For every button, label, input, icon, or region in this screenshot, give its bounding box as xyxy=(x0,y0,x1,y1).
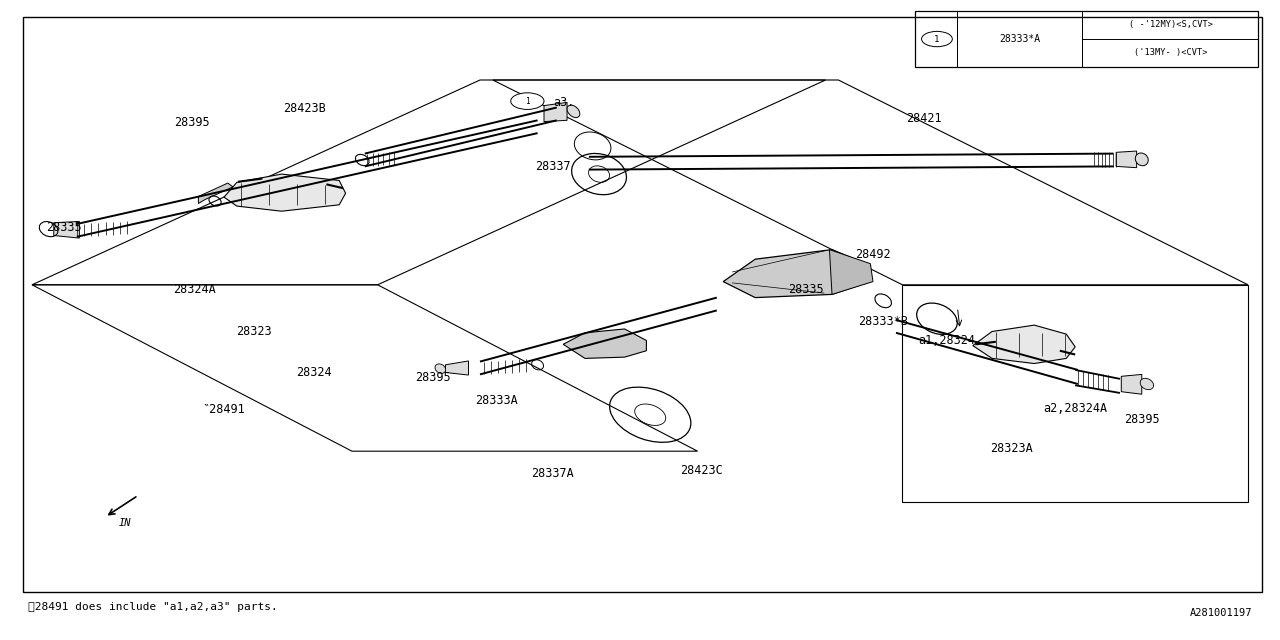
Text: 28335: 28335 xyxy=(788,283,824,296)
Circle shape xyxy=(922,31,952,47)
Text: 28323A: 28323A xyxy=(989,442,1033,454)
Text: a2,28324A: a2,28324A xyxy=(1043,402,1107,415)
Text: 28324A: 28324A xyxy=(173,283,216,296)
Ellipse shape xyxy=(435,364,445,373)
Text: ('13MY- )<CVT>: ('13MY- )<CVT> xyxy=(1134,48,1208,57)
Text: IN: IN xyxy=(119,518,132,528)
Text: 28421: 28421 xyxy=(906,112,942,125)
Bar xyxy=(915,11,1258,67)
Text: 1: 1 xyxy=(525,97,530,106)
Text: 28324: 28324 xyxy=(296,366,332,379)
Text: 28323: 28323 xyxy=(236,325,271,338)
Polygon shape xyxy=(563,329,646,358)
Text: 28333*B: 28333*B xyxy=(859,315,908,328)
Polygon shape xyxy=(1121,374,1142,394)
Polygon shape xyxy=(829,250,873,294)
Polygon shape xyxy=(973,325,1075,364)
Text: a3.: a3. xyxy=(553,96,575,109)
Text: ( -'12MY)<S,CVT>: ( -'12MY)<S,CVT> xyxy=(1129,20,1213,29)
Text: 1: 1 xyxy=(934,35,940,44)
Text: 28333*A: 28333*A xyxy=(1000,34,1041,44)
Polygon shape xyxy=(445,361,468,375)
Text: 28337A: 28337A xyxy=(531,467,575,480)
Text: 28395: 28395 xyxy=(1124,413,1160,426)
Polygon shape xyxy=(544,102,567,122)
Text: 28335: 28335 xyxy=(46,221,82,234)
Text: 28492: 28492 xyxy=(855,248,891,261)
Ellipse shape xyxy=(1140,378,1153,390)
Text: 28395: 28395 xyxy=(415,371,451,384)
Polygon shape xyxy=(54,221,79,238)
Polygon shape xyxy=(198,183,233,204)
Polygon shape xyxy=(224,174,346,211)
Text: ‶28491: ‶28491 xyxy=(202,403,246,416)
Text: a1,28324: a1,28324 xyxy=(919,334,975,347)
Text: 28395: 28395 xyxy=(174,116,210,129)
Circle shape xyxy=(511,93,544,109)
Bar xyxy=(23,17,1262,592)
Text: ※28491 does include "a1,a2,a3" parts.: ※28491 does include "a1,a2,a3" parts. xyxy=(28,602,278,612)
Text: 28333A: 28333A xyxy=(475,394,518,406)
Text: 28423B: 28423B xyxy=(283,102,326,115)
Text: 28337: 28337 xyxy=(535,160,571,173)
Text: 28423C: 28423C xyxy=(680,464,723,477)
Ellipse shape xyxy=(1135,153,1148,166)
Ellipse shape xyxy=(567,105,580,118)
Text: A281001197: A281001197 xyxy=(1189,608,1252,618)
Polygon shape xyxy=(723,250,870,298)
Polygon shape xyxy=(1116,151,1137,168)
